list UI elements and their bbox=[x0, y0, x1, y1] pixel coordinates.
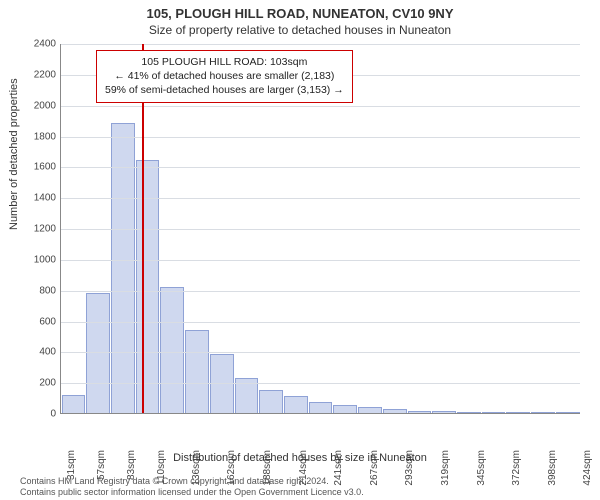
histogram-bar bbox=[185, 330, 209, 413]
footer-line-1: Contains HM Land Registry data © Crown c… bbox=[20, 476, 364, 487]
histogram-bar bbox=[408, 411, 432, 413]
y-tick-label: 2200 bbox=[6, 69, 56, 80]
y-tick-label: 2000 bbox=[6, 100, 56, 111]
y-tick-label: 1000 bbox=[6, 254, 56, 265]
y-tick-label: 2400 bbox=[6, 39, 56, 50]
y-tick-label: 0 bbox=[6, 409, 56, 420]
y-tick-label: 1600 bbox=[6, 162, 56, 173]
gridline bbox=[61, 167, 580, 168]
gridline bbox=[61, 352, 580, 353]
gridline bbox=[61, 383, 580, 384]
y-ticks: 0200400600800100012001400160018002000220… bbox=[0, 44, 58, 414]
annotation-line: 105 PLOUGH HILL ROAD: 103sqm bbox=[105, 55, 344, 69]
x-axis-label: Distribution of detached houses by size … bbox=[0, 452, 600, 464]
histogram-bar bbox=[309, 402, 333, 413]
y-tick-label: 1800 bbox=[6, 131, 56, 142]
histogram-bar bbox=[160, 287, 184, 413]
histogram-bar bbox=[531, 412, 555, 413]
annotation-box: 105 PLOUGH HILL ROAD: 103sqm← 41% of det… bbox=[96, 50, 353, 103]
histogram-bar bbox=[358, 407, 382, 413]
footer-line-2: Contains public sector information licen… bbox=[20, 487, 364, 498]
footer-attribution: Contains HM Land Registry data © Crown c… bbox=[20, 476, 364, 498]
histogram-bar bbox=[506, 412, 530, 413]
gridline bbox=[61, 291, 580, 292]
gridline bbox=[61, 229, 580, 230]
gridline bbox=[61, 198, 580, 199]
y-tick-label: 200 bbox=[6, 378, 56, 389]
page-title: 105, PLOUGH HILL ROAD, NUNEATON, CV10 9N… bbox=[0, 0, 600, 21]
annotation-line: ← 41% of detached houses are smaller (2,… bbox=[105, 69, 344, 83]
y-tick-label: 600 bbox=[6, 316, 56, 327]
gridline bbox=[61, 260, 580, 261]
histogram-bar bbox=[457, 412, 481, 413]
histogram-bar bbox=[333, 405, 357, 413]
histogram-bar bbox=[284, 396, 308, 413]
y-tick-label: 800 bbox=[6, 285, 56, 296]
y-tick-label: 400 bbox=[6, 347, 56, 358]
histogram-bar bbox=[62, 395, 86, 414]
histogram-bar bbox=[383, 409, 407, 413]
histogram-bar bbox=[259, 390, 283, 413]
histogram-bar bbox=[432, 411, 456, 413]
y-tick-label: 1200 bbox=[6, 224, 56, 235]
gridline bbox=[61, 44, 580, 45]
histogram-bar bbox=[556, 412, 580, 413]
chart-container: 105, PLOUGH HILL ROAD, NUNEATON, CV10 9N… bbox=[0, 0, 600, 500]
y-tick-label: 1400 bbox=[6, 193, 56, 204]
histogram-bar bbox=[482, 412, 506, 413]
gridline bbox=[61, 106, 580, 107]
chart-area: 105 PLOUGH HILL ROAD: 103sqm← 41% of det… bbox=[60, 44, 580, 414]
annotation-line: 59% of semi-detached houses are larger (… bbox=[105, 83, 344, 97]
gridline bbox=[61, 322, 580, 323]
chart-subtitle: Size of property relative to detached ho… bbox=[0, 21, 600, 37]
gridline bbox=[61, 137, 580, 138]
